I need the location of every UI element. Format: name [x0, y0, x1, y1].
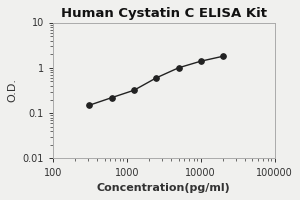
Y-axis label: O.D.: O.D. — [7, 78, 17, 102]
X-axis label: Concentration(pg/ml): Concentration(pg/ml) — [97, 183, 231, 193]
Title: Human Cystatin C ELISA Kit: Human Cystatin C ELISA Kit — [61, 7, 267, 20]
